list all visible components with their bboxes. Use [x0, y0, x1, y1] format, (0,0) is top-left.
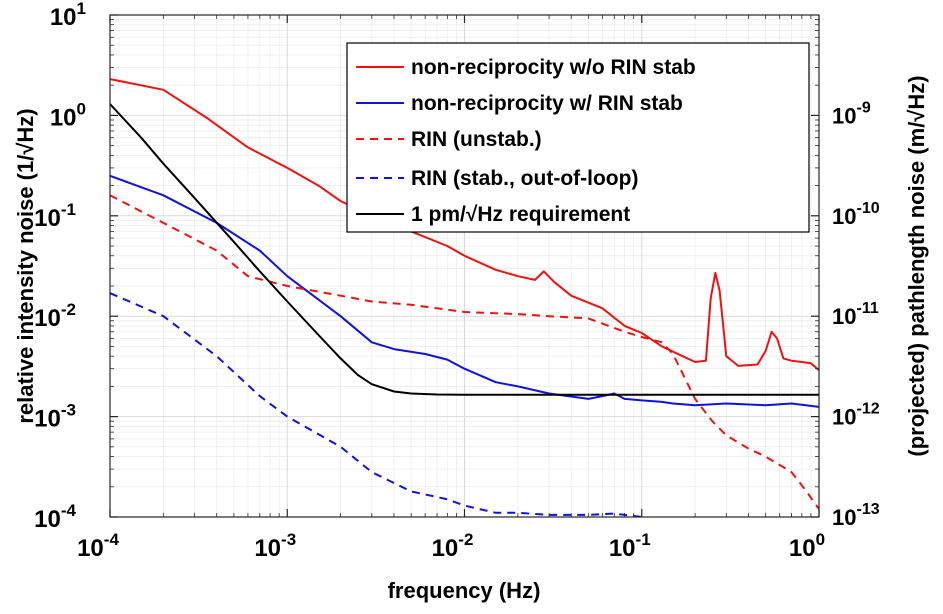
legend: non-reciprocity w/o RIN stab non-reciproc… [346, 42, 810, 233]
x-tick-label: 10-2 [432, 530, 474, 562]
legend-label-4: RIN (stab., out-of-loop) [411, 167, 638, 190]
series-line-4 [110, 292, 657, 517]
x-tick-label: 10-1 [609, 530, 651, 562]
y-tick-label: 101 [50, 0, 86, 31]
series-line-3 [110, 194, 819, 510]
legend-label-1: non-reciprocity w/o RIN stab [411, 56, 696, 79]
y2-axis-label: (projected) pathlength noise (m/√Hz) [904, 75, 929, 456]
tick-marks [109, 14, 820, 518]
series-line-5 [110, 103, 819, 396]
y2-tick-label: 10-11 [832, 300, 879, 329]
y2-tick-label: 10-12 [832, 401, 880, 430]
y2-tick-label: 10-10 [832, 200, 880, 229]
y2-tick-label: 10-9 [832, 99, 871, 128]
x-tick-label: 100 [789, 530, 825, 562]
x-tick-label: 10-3 [254, 530, 296, 562]
series-line-2 [110, 174, 819, 408]
y-tick-label: 10-1 [34, 200, 76, 232]
legend-label-5: 1 pm/√Hz requirement [411, 203, 630, 226]
y2-tick-label: 10-13 [832, 501, 880, 530]
legend-label-3: RIN (unstab.) [411, 128, 542, 151]
y-tick-label: 10-4 [34, 501, 76, 533]
x-tick-label: 10-4 [77, 530, 119, 562]
series-line-1 [110, 78, 819, 371]
y-tick-label: 10-3 [34, 401, 76, 433]
y-tick-label: 100 [50, 99, 86, 131]
series-layer [110, 78, 819, 517]
tick-labels: 10-4 10-3 10-2 10-1 10010-410-310-210-110010… [34, 0, 880, 562]
legend-box [346, 42, 810, 233]
y-axis-label: relative intensity noise (1/√Hz) [13, 108, 38, 423]
x-axis-label: frequency (Hz) [388, 578, 541, 603]
y-tick-label: 10-2 [34, 300, 76, 332]
legend-label-2: non-reciprocity w/ RIN stab [411, 92, 683, 115]
